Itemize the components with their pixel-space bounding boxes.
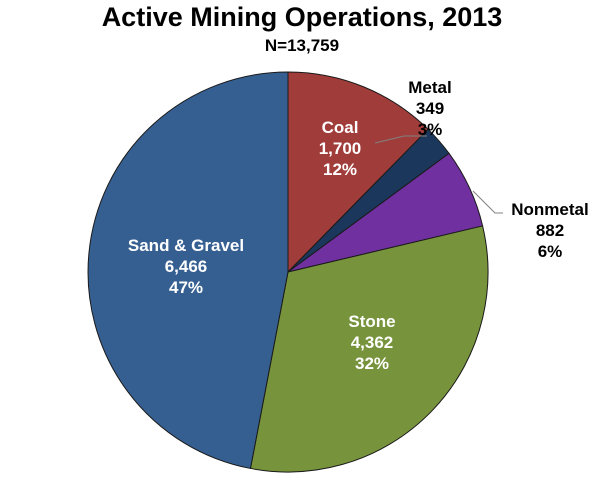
data-label-coal: Coal 1,700 12% [319,118,362,179]
data-label-sand-gravel: Sand & Gravel 6,466 47% [128,236,244,297]
pie-slice-stone [249,225,489,473]
chart-subtitle: N=13,759 [264,36,340,55]
data-label-metal: Metal 349 3% [408,78,451,139]
leader-line [374,135,427,144]
leader-line [472,190,503,214]
chart-title: Active Mining Operations, 2013 [101,2,503,32]
data-label-nonmetal: Nonmetal 882 6% [511,200,588,261]
pie-slice-sand-gravel [87,71,289,470]
pie-slice-coal [287,71,429,274]
data-label-stone: Stone 4,362 32% [348,312,395,373]
